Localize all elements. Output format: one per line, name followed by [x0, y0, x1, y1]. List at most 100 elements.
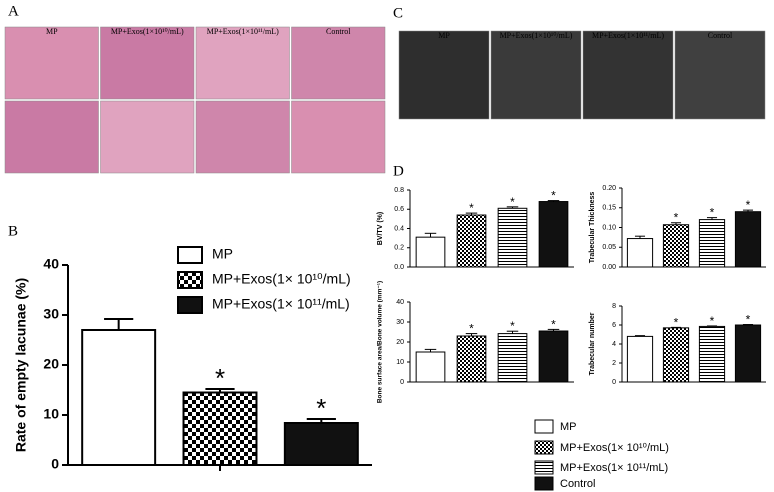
legend-label: MP+Exos(1× 10¹¹/mL) — [560, 462, 668, 474]
bar — [626, 238, 654, 268]
y-tick-label: 0.05 — [602, 244, 616, 251]
significance-marker: * — [551, 317, 556, 331]
bar — [538, 201, 569, 268]
bar — [415, 236, 446, 268]
y-tick-label: 4 — [612, 341, 616, 348]
y-tick-label: 0.20 — [602, 185, 616, 192]
legend-swatch — [534, 476, 554, 491]
significance-marker: * — [510, 319, 515, 333]
y-tick-label: 0.10 — [602, 224, 616, 231]
legend-label: MP — [212, 246, 233, 262]
legend-swatch — [534, 460, 554, 475]
y-axis-label: Bone surface area/Bone volume (mm⁻¹) — [377, 281, 384, 403]
column-label: MP+Exos(1×10¹⁰/mL) — [500, 31, 573, 40]
image-tile — [398, 30, 490, 120]
y-tick-label: 8 — [612, 303, 616, 310]
image-tile — [4, 100, 99, 174]
significance-marker: * — [469, 201, 474, 215]
bar — [456, 335, 487, 383]
image-tile — [4, 26, 99, 100]
y-tick-label: 30 — [43, 306, 59, 322]
image-tile — [582, 30, 674, 120]
bar — [734, 211, 762, 268]
image-tile — [100, 100, 195, 174]
column-label: MP+Exos(1×10¹¹/mL) — [207, 27, 279, 36]
y-axis-label: Rate of empty lacunae (%) — [13, 278, 29, 452]
bar — [662, 327, 690, 383]
panel-letter: C — [393, 5, 403, 21]
y-tick-label: 2 — [612, 360, 616, 367]
bar — [497, 333, 528, 383]
column-label: MP+Exos(1×10¹⁰/mL) — [111, 27, 184, 36]
bar — [698, 325, 726, 383]
significance-marker: * — [215, 363, 225, 393]
column-label: MP — [46, 27, 58, 36]
y-tick-label: 0.6 — [394, 206, 404, 213]
column-label: Control — [326, 27, 351, 36]
y-tick-label: 0.8 — [394, 187, 404, 194]
panel-letter: D — [393, 163, 404, 179]
y-tick-label: 0 — [612, 379, 616, 386]
legend-swatch — [177, 271, 203, 289]
significance-marker: * — [316, 393, 326, 423]
legend-swatch — [534, 440, 554, 455]
significance-marker: * — [674, 315, 679, 329]
significance-marker: * — [746, 198, 751, 212]
legend-swatch — [177, 296, 203, 314]
y-axis-label: BV/TV (%) — [377, 212, 384, 245]
image-tile — [674, 30, 766, 120]
image-tile — [195, 100, 290, 174]
image-tile — [291, 100, 386, 174]
y-tick-label: 0.0 — [394, 264, 404, 271]
image-tile — [195, 26, 290, 100]
bar — [497, 207, 528, 268]
bar — [456, 214, 487, 268]
legend-swatch — [534, 419, 554, 434]
bar — [626, 335, 654, 383]
y-tick-label: 40 — [43, 256, 59, 272]
significance-marker: * — [674, 211, 679, 225]
legend-swatch — [177, 246, 203, 264]
image-tile — [490, 30, 582, 120]
column-label: MP — [438, 31, 450, 40]
legend-label: MP+Exos(1× 10¹¹/mL) — [212, 296, 350, 312]
y-axis-label: Trabecular Thickness — [589, 192, 596, 264]
image-tile — [100, 26, 195, 100]
legend-label: Control — [560, 478, 595, 490]
y-tick-label: 0.4 — [394, 225, 404, 232]
legend-label: MP — [560, 421, 577, 433]
column-label: MP+Exos(1×10¹¹/mL) — [592, 31, 664, 40]
bar — [81, 329, 157, 466]
panel-letter: B — [8, 223, 18, 239]
significance-marker: * — [746, 312, 751, 326]
y-tick-label: 0 — [51, 456, 59, 472]
significance-marker: * — [551, 189, 556, 203]
bar — [662, 224, 690, 268]
bar — [182, 391, 258, 466]
y-tick-label: 0.00 — [602, 264, 616, 271]
significance-marker: * — [469, 322, 474, 336]
y-tick-label: 0.2 — [394, 245, 404, 252]
column-label: Control — [708, 31, 733, 40]
y-tick-label: 10 — [396, 359, 404, 366]
significance-marker: * — [510, 195, 515, 209]
y-tick-label: 0 — [400, 379, 404, 386]
image-tile — [291, 26, 386, 100]
y-tick-label: 20 — [43, 356, 59, 372]
significance-marker: * — [710, 314, 715, 328]
bar — [283, 422, 359, 466]
y-tick-label: 6 — [612, 322, 616, 329]
bar — [734, 324, 762, 383]
significance-marker: * — [710, 206, 715, 220]
bar — [698, 219, 726, 268]
y-axis-label: Trabecular number — [589, 312, 596, 375]
y-tick-label: 0.15 — [602, 205, 616, 212]
legend-label: MP+Exos(1× 10¹⁰/mL) — [212, 271, 351, 287]
y-tick-label: 40 — [396, 299, 404, 306]
legend-label: MP+Exos(1× 10¹⁰/mL) — [560, 442, 669, 454]
y-tick-label: 20 — [396, 339, 404, 346]
y-tick-label: 30 — [396, 319, 404, 326]
bar — [538, 330, 569, 383]
panel-letter: A — [8, 3, 19, 19]
